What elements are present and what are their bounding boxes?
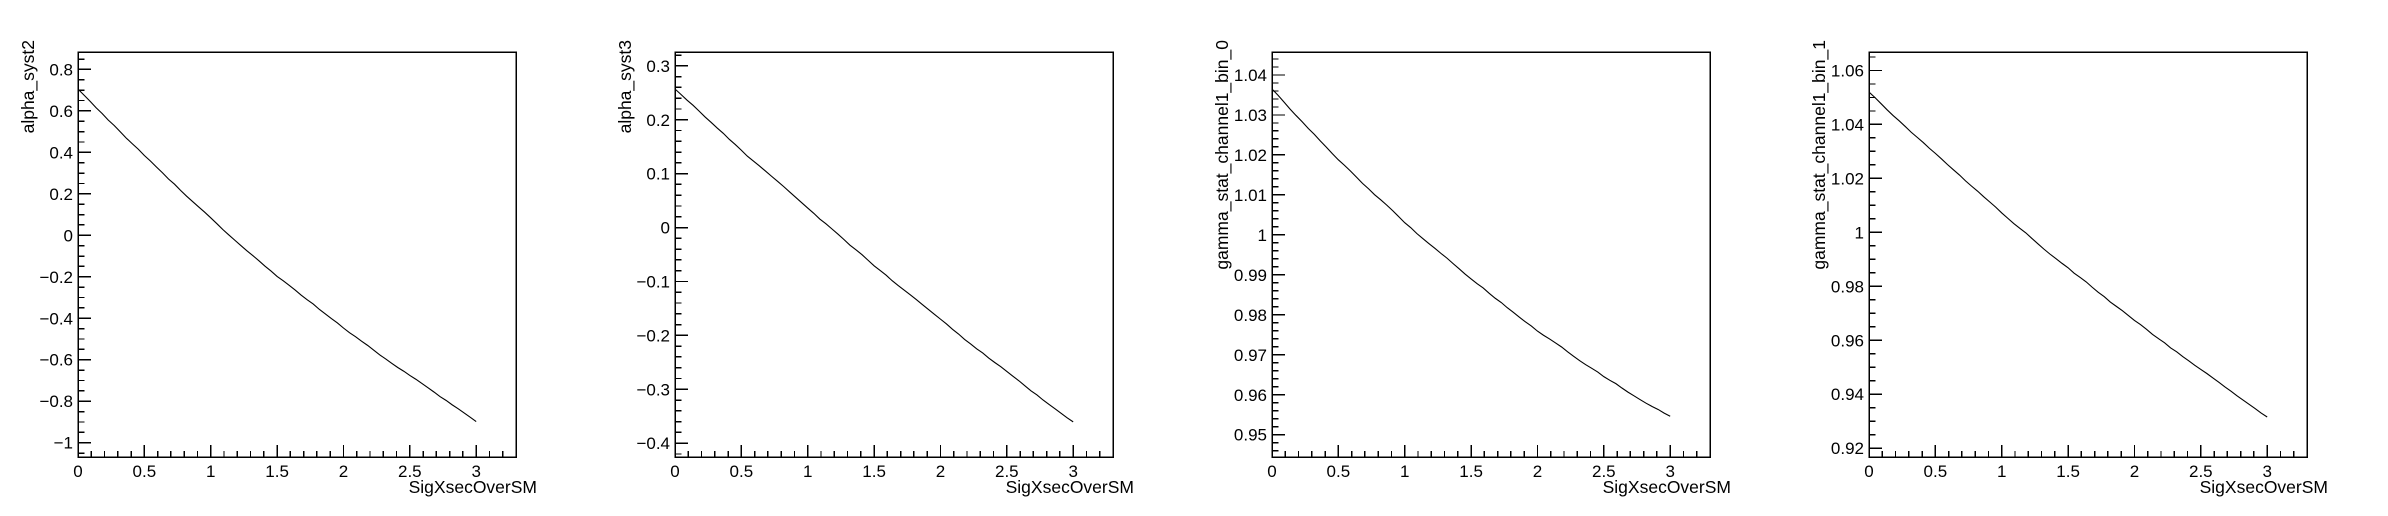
x-axis-title: SigXsecOverSM: [2200, 477, 2328, 497]
y-tick-label: −0.4: [636, 434, 670, 453]
x-tick-label: 1.5: [1459, 462, 1483, 481]
y-axis: 0.8 0.6 0.4 0.2 0 −0.2 −0.4 −0.6 −0.8 −1 alpha_sys…: [18, 40, 91, 454]
y-tick-label: 0.92: [1831, 439, 1864, 458]
y-tick-label: 0.6: [49, 102, 73, 121]
x-tick-label: 1: [1997, 462, 2006, 481]
y-axis-title: alpha_syst2: [18, 40, 39, 133]
y-axis-title: alpha_syst3: [615, 40, 636, 133]
x-tick-label: 3: [1068, 462, 1077, 481]
y-axis: 1.04 1.03 1.02 1.01 1 0.99 0.98 0.97 0.96 0.95 gam…: [1212, 40, 1285, 452]
y-tick-label: 0.8: [49, 60, 73, 79]
y-tick-label: 0.98: [1234, 306, 1267, 325]
y-tick-label: −0.3: [636, 380, 670, 399]
x-tick-label: 0: [73, 462, 82, 481]
scan-curve-alpha_syst2: [77, 88, 477, 423]
x-tick-label: 1: [1400, 462, 1409, 481]
y-tick-label: −0.8: [39, 392, 73, 411]
x-tick-label: 0.5: [133, 462, 157, 481]
y-tick-label: −1: [54, 434, 73, 453]
y-tick-label: 1.04: [1831, 115, 1864, 134]
plot-frame: [77, 51, 517, 458]
x-tick-label: 2.5: [1592, 462, 1616, 481]
y-tick-label: 0.95: [1234, 426, 1267, 445]
plot-svg-4: 0 0.5 1 1.5 2 2.5 3SigXsecOverSM1.061.041.0210…: [1809, 40, 2328, 497]
y-tick-label: −0.6: [39, 351, 73, 370]
plot-svg-3: 0 0.5 1 1.5 2 2.5 3SigXsecOverSM1.041.031.021.…: [1212, 40, 1731, 497]
y-tick-label: 0.2: [49, 185, 73, 204]
plot-frame: [1868, 51, 2308, 458]
y-tick-label: −0.2: [39, 268, 73, 287]
x-tick-label: 0.5: [730, 462, 754, 481]
y-tick-label: 1.04: [1234, 66, 1267, 85]
y-axis-title: gamma_stat_channel1_bin_1: [1809, 40, 1830, 270]
scan-curve-alpha_syst3: [674, 88, 1074, 423]
x-axis-title: SigXsecOverSM: [409, 477, 537, 497]
x-tick-label: 2: [339, 462, 348, 481]
x-tick-label: 0.5: [1924, 462, 1948, 481]
y-tick-label: 1: [1258, 226, 1267, 245]
x-tick-label: 2.5: [398, 462, 422, 481]
x-tick-label: 3: [2262, 462, 2271, 481]
y-tick-label: −0.1: [636, 272, 670, 291]
plot-frame: [674, 51, 1114, 458]
y-tick-label: 1.02: [1234, 146, 1267, 165]
y-tick-label: 0.97: [1234, 346, 1267, 365]
scan-curve-gamma_stat_channel1_bin_0: [1271, 88, 1671, 417]
y-tick-label: 0.4: [49, 143, 73, 162]
y-tick-label: 0.2: [646, 111, 670, 130]
y-axis: 0.3 0.2 0.1 0 −0.1 −0.2 −0.3 −0.4 alpha_syst3: [615, 40, 688, 455]
y-tick-label: 0: [64, 226, 73, 245]
y-tick-label: 0.96: [1234, 386, 1267, 405]
y-tick-label: 0.1: [646, 165, 670, 184]
y-tick-label: 0.99: [1234, 266, 1267, 285]
x-axis-title: SigXsecOverSM: [1006, 477, 1134, 497]
x-axis-title: SigXsecOverSM: [1603, 477, 1731, 497]
x-tick-label: 2.5: [995, 462, 1019, 481]
x-tick-label: 3: [471, 462, 480, 481]
scan-curve-gamma_stat_channel1_bin_1: [1868, 91, 2268, 418]
y-tick-label: 1.02: [1831, 169, 1864, 188]
plot-pad-gamma_stat_channel1_bin_0: 0 0.5 1 1.5 2 2.5 3 SigXsecOverSM 1.04 1.03 1.02 1.…: [1194, 0, 1791, 516]
x-tick-label: 2: [2130, 462, 2139, 481]
x-tick-label: 1.5: [862, 462, 886, 481]
x-tick-label: 0: [1267, 462, 1276, 481]
y-tick-label: −0.2: [636, 326, 670, 345]
x-tick-label: 0.5: [1327, 462, 1351, 481]
x-tick-label: 3: [1665, 462, 1674, 481]
plot-pad-alpha_syst3: 0 0.5 1 1.5 2 2.5 3 SigXsecOverSM 0.3 0.2 0.1 0 −0.1…: [597, 0, 1194, 516]
plot-pad-gamma_stat_channel1_bin_1: 0 0.5 1 1.5 2 2.5 3 SigXsecOverSM 1.06 1.04 1.02 1 0…: [1791, 0, 2388, 516]
x-tick-label: 2.5: [2189, 462, 2213, 481]
x-tick-label: 2: [1533, 462, 1542, 481]
plot-frame: [1271, 51, 1711, 458]
x-tick-label: 1.5: [265, 462, 289, 481]
plot-svg-1: 0 0.5 1 1.5 2 2.5 3SigXsecOverSM0.80.60.40.20−…: [18, 40, 537, 497]
y-tick-label: 0.94: [1831, 385, 1864, 404]
y-tick-label: 1: [1855, 223, 1864, 242]
y-tick-label: 0.3: [646, 57, 670, 76]
y-axis: 1.06 1.04 1.02 1 0.98 0.96 0.94 0.92 gamma_stat_…: [1809, 40, 1882, 458]
y-tick-label: 0: [661, 219, 670, 238]
x-tick-label: 2: [936, 462, 945, 481]
y-axis-title: gamma_stat_channel1_bin_0: [1212, 40, 1233, 270]
plot-pad-alpha_syst2: 0 0.5 1 1.5 2 2.5 3 SigXsecOverSM 0.8 0.6 0.4 0.2 0−…: [0, 0, 597, 516]
y-tick-label: −0.4: [39, 309, 73, 328]
x-tick-label: 1: [206, 462, 215, 481]
y-tick-label: 1.06: [1831, 61, 1864, 80]
x-tick-label: 0: [670, 462, 679, 481]
y-tick-label: 0.96: [1831, 331, 1864, 350]
y-tick-label: 1.01: [1234, 186, 1267, 205]
x-tick-label: 0: [1864, 462, 1873, 481]
y-tick-label: 0.98: [1831, 277, 1864, 296]
x-tick-label: 1.5: [2056, 462, 2080, 481]
y-tick-label: 1.03: [1234, 106, 1267, 125]
x-tick-label: 1: [803, 462, 812, 481]
